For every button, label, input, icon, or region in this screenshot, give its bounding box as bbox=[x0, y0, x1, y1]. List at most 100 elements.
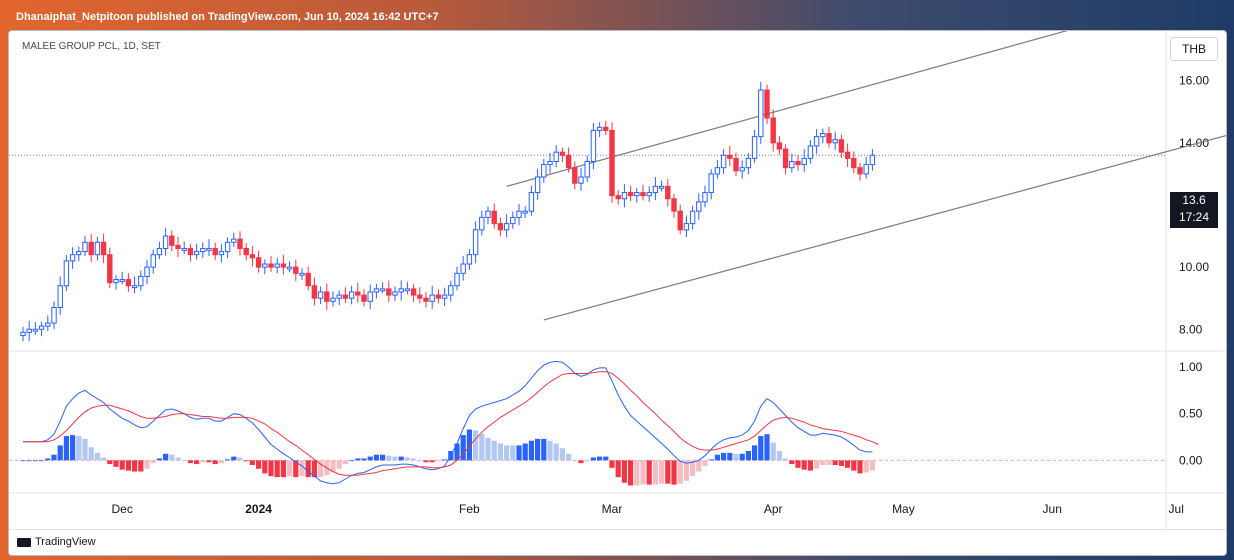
candle-body bbox=[751, 136, 758, 159]
currency-button[interactable]: THB bbox=[1170, 37, 1218, 61]
candle bbox=[460, 255, 466, 281]
candle bbox=[869, 149, 876, 171]
candle-body bbox=[51, 307, 57, 324]
chart-canvas[interactable]: 8.0010.0012.0014.0016.001.000.500.00Dec2… bbox=[9, 31, 1226, 555]
macd-histogram-bar bbox=[838, 460, 844, 466]
candle-body bbox=[255, 257, 262, 268]
macd-histogram-bar bbox=[466, 429, 472, 461]
candle bbox=[714, 159, 721, 179]
candle-body bbox=[187, 247, 194, 256]
candle-body bbox=[671, 198, 677, 212]
macd-histogram-bar bbox=[249, 460, 255, 465]
macd-histogram-bar bbox=[429, 460, 435, 463]
candle bbox=[200, 242, 206, 258]
candle bbox=[683, 215, 690, 238]
macd-histogram-bar bbox=[869, 460, 875, 471]
macd-histogram-bar bbox=[733, 453, 739, 461]
macd-histogram-bar bbox=[119, 460, 125, 470]
macd-histogram-bar bbox=[386, 455, 392, 461]
candle bbox=[559, 147, 566, 163]
candle bbox=[131, 276, 138, 294]
macd-histogram-bar bbox=[237, 457, 243, 461]
candle bbox=[262, 259, 268, 274]
candle-body bbox=[32, 328, 39, 332]
candle-body bbox=[683, 223, 690, 231]
macd-histogram-bar bbox=[572, 460, 578, 462]
candle-body bbox=[485, 210, 491, 218]
candle-body bbox=[603, 126, 609, 131]
candle bbox=[658, 180, 665, 192]
candle-body bbox=[342, 294, 349, 299]
candle bbox=[299, 268, 305, 280]
macd-histogram-bar bbox=[51, 454, 57, 461]
candle-body bbox=[169, 235, 175, 246]
candle-body bbox=[714, 167, 721, 175]
candle bbox=[305, 266, 311, 291]
candle bbox=[255, 250, 262, 273]
macd-histogram-bar bbox=[597, 456, 603, 461]
candle bbox=[268, 256, 274, 272]
candle-body bbox=[844, 151, 851, 159]
candle bbox=[776, 135, 783, 155]
macd-histogram-bar bbox=[187, 460, 193, 464]
candle-body bbox=[76, 251, 82, 256]
macd-histogram-bar bbox=[547, 440, 553, 461]
candle bbox=[206, 239, 212, 257]
candle-body bbox=[237, 238, 243, 249]
candle bbox=[26, 320, 32, 341]
macd-histogram-bar bbox=[473, 430, 479, 461]
macd-histogram-bar bbox=[268, 460, 274, 477]
candle-body bbox=[745, 157, 752, 169]
candle bbox=[361, 289, 367, 307]
candle bbox=[503, 214, 510, 238]
candle bbox=[745, 153, 752, 175]
macd-histogram-bar bbox=[218, 460, 224, 464]
candle-body bbox=[57, 285, 63, 309]
macd-tick-label: 0.50 bbox=[1179, 407, 1203, 421]
macd-histogram-bar bbox=[435, 460, 441, 462]
candle-body bbox=[479, 216, 485, 231]
time-tick-label: Apr bbox=[764, 502, 783, 516]
candle-body bbox=[801, 157, 807, 166]
candle-body bbox=[262, 263, 268, 268]
candle-body bbox=[460, 263, 466, 274]
candle-body bbox=[423, 297, 429, 302]
macd-histogram-bar bbox=[181, 460, 187, 462]
macd-histogram-bar bbox=[156, 458, 162, 461]
candle-body bbox=[572, 167, 578, 184]
candle-body bbox=[100, 241, 107, 256]
signal-line bbox=[23, 371, 879, 476]
candle bbox=[193, 243, 200, 260]
time-tick-label: Feb bbox=[459, 502, 480, 516]
macd-histogram-bar bbox=[404, 457, 410, 461]
macd-histogram-bar bbox=[752, 445, 758, 461]
candle bbox=[590, 123, 597, 170]
candle bbox=[125, 273, 132, 292]
macd-histogram-bar bbox=[671, 460, 677, 485]
candle bbox=[770, 109, 776, 152]
candle-body bbox=[720, 154, 727, 169]
candle bbox=[454, 266, 460, 291]
tradingview-logo[interactable]: TradingView bbox=[17, 536, 96, 548]
candle-body bbox=[324, 291, 330, 302]
macd-histogram-bar bbox=[200, 460, 206, 463]
candle-body bbox=[739, 167, 745, 172]
candle-body bbox=[268, 263, 274, 268]
candle-body bbox=[869, 154, 876, 166]
candle bbox=[609, 122, 615, 203]
macd-histogram-bar bbox=[32, 460, 38, 462]
macd-histogram-bar bbox=[373, 454, 379, 461]
candle-body bbox=[131, 285, 138, 289]
candle-body bbox=[373, 288, 380, 293]
candle-body bbox=[361, 294, 367, 302]
candle bbox=[88, 234, 94, 262]
candle bbox=[69, 247, 76, 269]
candle-body bbox=[491, 210, 497, 225]
macd-histogram-bar bbox=[132, 460, 138, 472]
macd-histogram-bar bbox=[26, 460, 32, 462]
macd-histogram-bar bbox=[634, 460, 640, 486]
macd-histogram-bar bbox=[380, 454, 386, 461]
macd-histogram-bar bbox=[212, 460, 218, 465]
candle bbox=[231, 232, 237, 247]
candle-body bbox=[646, 192, 652, 197]
